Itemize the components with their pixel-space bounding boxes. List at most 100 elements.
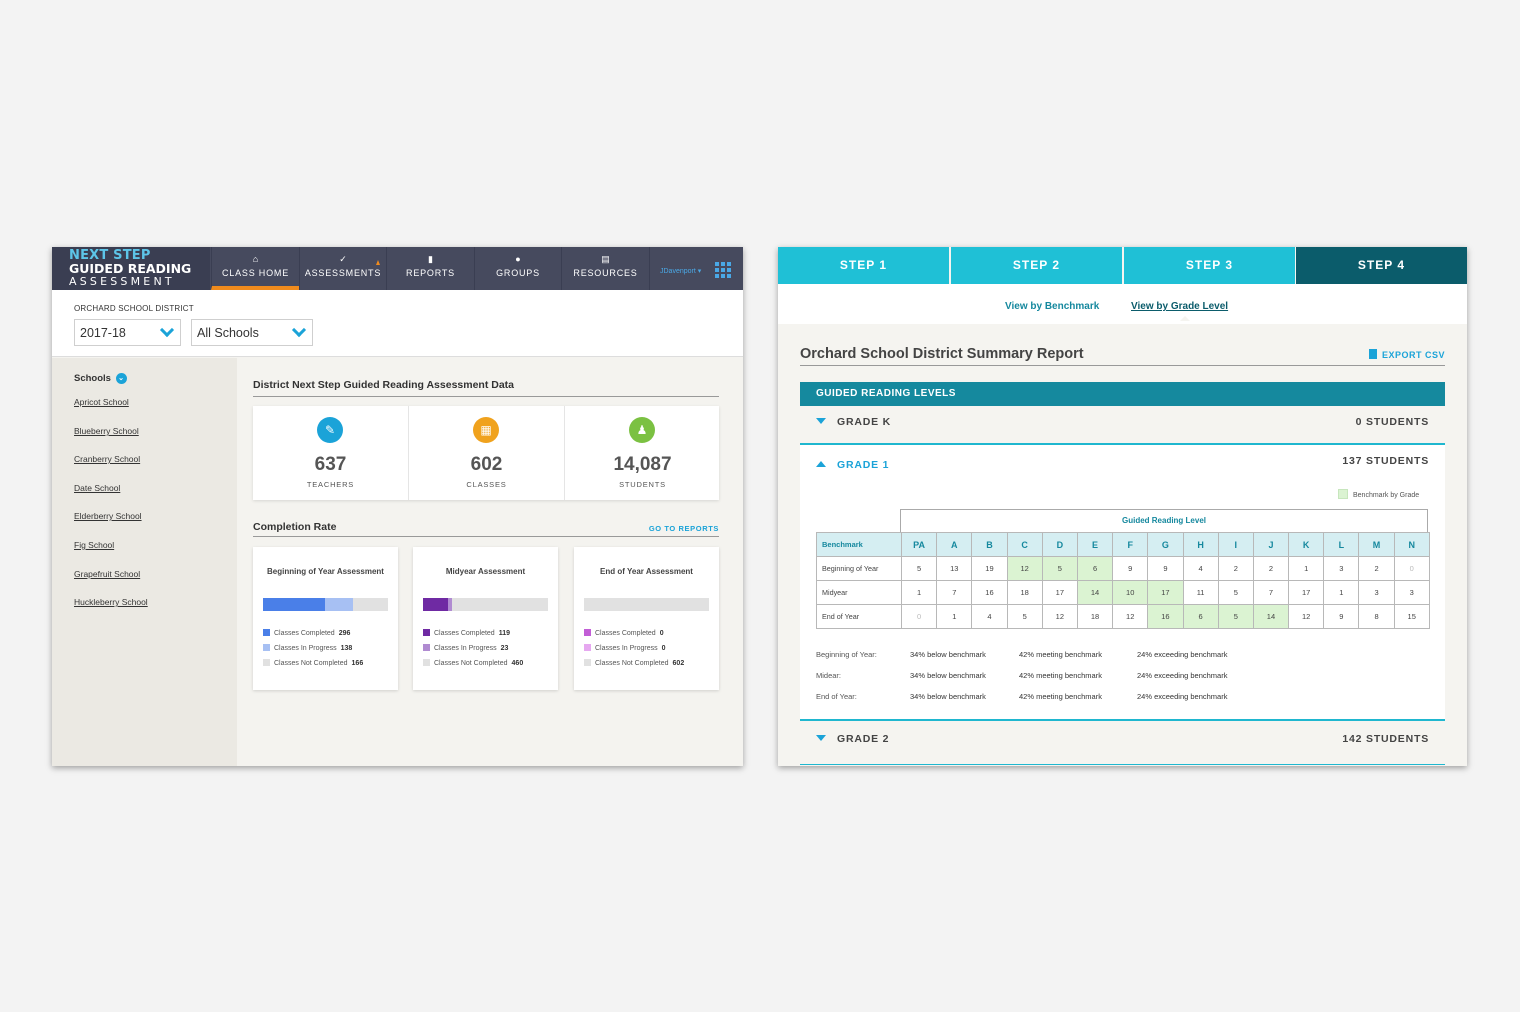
school-select[interactable]: All Schools bbox=[191, 319, 313, 346]
table-row: Beginning of Year 5 13 19 12 5 6 9 9 4 2 2 1 3 2 0 bbox=[816, 556, 1430, 581]
nav-tab-assessments[interactable]: ✓ ASSESSMENTS bbox=[299, 247, 386, 290]
school-link-date[interactable]: Date School bbox=[74, 483, 121, 493]
export-csv-button[interactable]: EXPORT CSV bbox=[1368, 349, 1445, 360]
grade-row-2[interactable]: GRADE 2 142 STUDENTS bbox=[800, 729, 1445, 765]
school-link-apricot[interactable]: Apricot School bbox=[74, 397, 129, 407]
value-cell: 12 bbox=[1112, 604, 1149, 629]
completion-card-title: End of Year Assessment bbox=[600, 567, 693, 576]
view-by-benchmark-link[interactable]: View by Benchmark bbox=[1005, 301, 1100, 312]
table-row: Midyear 1 7 16 18 17 14 10 17 11 5 7 17 1 3 3 bbox=[816, 580, 1430, 605]
guided-reading-levels-header: GUIDED READING LEVELS bbox=[800, 382, 1445, 406]
value-cell: 18 bbox=[1076, 604, 1114, 629]
stat-value: 637 bbox=[314, 454, 347, 475]
stat-label: STUDENTS bbox=[619, 480, 666, 489]
logo-line-3: ASSESSMENT bbox=[69, 275, 175, 288]
report-title: Orchard School District Summary Report E… bbox=[800, 346, 1445, 366]
apps-grid-icon[interactable] bbox=[715, 262, 731, 278]
completion-card-boy[interactable]: Beginning of Year Assessment Classes Com… bbox=[253, 547, 398, 690]
schools-heading[interactable]: Schools ⌄ bbox=[74, 373, 127, 384]
go-to-reports-link[interactable]: GO TO REPORTS bbox=[648, 524, 719, 533]
school-link-huckleberry[interactable]: Huckleberry School bbox=[74, 597, 148, 607]
value-cell: 12 bbox=[1041, 604, 1078, 629]
year-select[interactable]: 2017-18 bbox=[74, 319, 181, 346]
completion-card-eoy[interactable]: End of Year Assessment Classes Completed… bbox=[574, 547, 719, 690]
school-link-fig[interactable]: Fig School bbox=[74, 540, 115, 550]
level-header-cell: E bbox=[1076, 532, 1114, 557]
value-cell: 18 bbox=[1006, 580, 1043, 605]
value-cell: 5 bbox=[1041, 556, 1078, 581]
export-label: EXPORT CSV bbox=[1381, 350, 1445, 360]
legend-swatch bbox=[584, 659, 591, 666]
value-cell: 7 bbox=[936, 580, 973, 605]
summary-exceeding: 24% exceeding benchmark bbox=[1137, 671, 1228, 680]
stat-label: TEACHERS bbox=[306, 480, 355, 489]
level-header-cell: G bbox=[1147, 532, 1184, 557]
legend-value: 460 bbox=[511, 660, 524, 667]
step-tab-4[interactable]: STEP 4 bbox=[1296, 247, 1467, 284]
legend-value: 0 bbox=[659, 630, 664, 637]
step-tab-1[interactable]: STEP 1 bbox=[778, 247, 949, 284]
stat-teachers: ✎ 637 TEACHERS bbox=[253, 406, 408, 500]
step-tab-2[interactable]: STEP 2 bbox=[951, 247, 1122, 284]
district-label: ORCHARD SCHOOL DISTRICT bbox=[74, 304, 194, 313]
classroom-icon: ▦ bbox=[473, 417, 499, 443]
legend-swatch bbox=[584, 629, 591, 636]
legend-label: Classes In Progress bbox=[434, 645, 497, 652]
legend-swatch bbox=[423, 659, 430, 666]
nav-tab-reports[interactable]: ▮ REPORTS bbox=[386, 247, 474, 290]
legend-label: Benchmark by Grade bbox=[1353, 492, 1420, 499]
bar-chart-icon: ▮ bbox=[428, 254, 433, 264]
chevron-down-icon bbox=[159, 322, 175, 338]
top-nav: NEXT STEP GUIDED READING ASSESSMENT ⌂ CL… bbox=[52, 247, 743, 290]
school-select-value: All Schools bbox=[197, 326, 259, 340]
step-tab-3[interactable]: STEP 3 bbox=[1124, 247, 1295, 284]
value-cell: 1 bbox=[900, 580, 938, 605]
nav-tab-class-home[interactable]: ⌂ CLASS HOME bbox=[211, 247, 299, 290]
value-cell: 1 bbox=[1288, 556, 1325, 581]
completion-card-midyear[interactable]: Midyear Assessment Classes Completed 119 … bbox=[413, 547, 558, 690]
school-link-elderberry[interactable]: Elderberry School bbox=[74, 511, 142, 521]
legend-not-completed: Classes Not Completed 602 bbox=[584, 659, 684, 667]
collapse-icon bbox=[816, 461, 826, 467]
completion-bar bbox=[263, 598, 388, 611]
nav-tab-label: GROUPS bbox=[496, 268, 540, 278]
value-cell: 12 bbox=[1288, 604, 1325, 629]
app-logo[interactable]: NEXT STEP GUIDED READING ASSESSMENT bbox=[52, 247, 210, 290]
legend-not-completed: Classes Not Completed 460 bbox=[423, 659, 523, 667]
completion-card-title: Beginning of Year Assessment bbox=[267, 567, 384, 576]
value-cell: 6 bbox=[1182, 604, 1219, 629]
view-by-grade-level-link[interactable]: View by Grade Level bbox=[1131, 301, 1229, 312]
legend-completed: Classes Completed 296 bbox=[263, 629, 350, 637]
grade-row-k[interactable]: GRADE K 0 STUDENTS bbox=[800, 412, 1445, 444]
value-cell: 5 bbox=[1217, 580, 1254, 605]
summary-exceeding: 24% exceeding benchmark bbox=[1137, 650, 1228, 659]
legend-value: 23 bbox=[500, 645, 509, 652]
level-header-cell: N bbox=[1393, 532, 1430, 557]
value-cell: 16 bbox=[971, 580, 1008, 605]
legend-label: Classes Completed bbox=[274, 630, 335, 637]
completion-bar bbox=[423, 598, 548, 611]
nav-tab-resources[interactable]: ▤ RESOURCES bbox=[561, 247, 649, 290]
grade-name: GRADE 1 bbox=[837, 459, 890, 471]
nav-tab-label: CLASS HOME bbox=[221, 268, 289, 278]
legend-label: Classes In Progress bbox=[595, 645, 658, 652]
school-link-blueberry[interactable]: Blueberry School bbox=[74, 426, 139, 436]
value-cell: 5 bbox=[1006, 604, 1043, 629]
grade-row-1[interactable]: GRADE 1 137 STUDENTS bbox=[800, 455, 1445, 481]
grade-1-panel: GRADE 1 137 STUDENTS Benchmark by Grade … bbox=[800, 444, 1445, 721]
stat-classes: ▦ 602 CLASSES bbox=[408, 406, 563, 500]
value-cell: 17 bbox=[1147, 580, 1184, 605]
expand-icon bbox=[816, 735, 826, 741]
benchmark-legend: Benchmark by Grade bbox=[1338, 489, 1419, 499]
value-cell: 14 bbox=[1252, 604, 1290, 629]
school-link-cranberry[interactable]: Cranberry School bbox=[74, 454, 141, 464]
value-cell: 19 bbox=[971, 556, 1008, 581]
nav-tab-groups[interactable]: ● GROUPS bbox=[474, 247, 561, 290]
nav-tab-label: RESOURCES bbox=[573, 268, 638, 278]
school-link-grapefruit[interactable]: Grapefruit School bbox=[74, 569, 141, 579]
nav-tab-label: REPORTS bbox=[406, 268, 455, 278]
completion-rate-label: Completion Rate bbox=[253, 521, 337, 533]
value-cell: 3 bbox=[1358, 580, 1395, 605]
level-header-cell: M bbox=[1358, 532, 1395, 557]
user-menu[interactable]: JDavenport ▾ bbox=[649, 247, 743, 290]
